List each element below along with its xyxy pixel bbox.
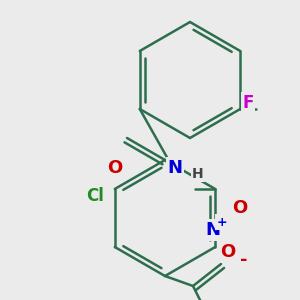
Text: +: + bbox=[217, 215, 227, 229]
Text: O: O bbox=[107, 159, 123, 177]
Text: Cl: Cl bbox=[86, 187, 104, 205]
Text: H: H bbox=[192, 167, 204, 181]
Text: O: O bbox=[220, 243, 236, 261]
Text: F: F bbox=[242, 94, 254, 112]
Text: N: N bbox=[167, 159, 182, 177]
Text: O: O bbox=[232, 199, 247, 217]
Text: -: - bbox=[240, 251, 248, 269]
Text: N: N bbox=[206, 221, 220, 239]
